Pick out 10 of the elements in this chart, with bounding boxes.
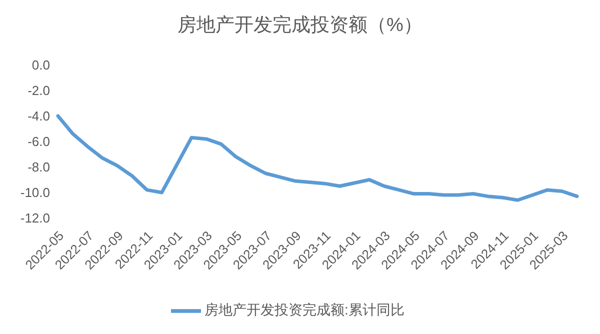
y-tick-label: -12.0: [20, 210, 50, 226]
chart-title: 房地产开发完成投资额（%）: [176, 14, 424, 38]
y-tick-label: 0.0: [32, 58, 50, 73]
line-series: [56, 114, 579, 202]
y-tick-label: -6.0: [28, 134, 50, 150]
y-tick-label: -2.0: [28, 83, 50, 98]
y-tick-label: -4.0: [28, 108, 50, 124]
y-tick-label: -8.0: [28, 160, 50, 175]
legend-label: 房地产开发投资完成额:累计同比: [204, 302, 404, 318]
y-tick-label: -10.0: [20, 185, 50, 200]
